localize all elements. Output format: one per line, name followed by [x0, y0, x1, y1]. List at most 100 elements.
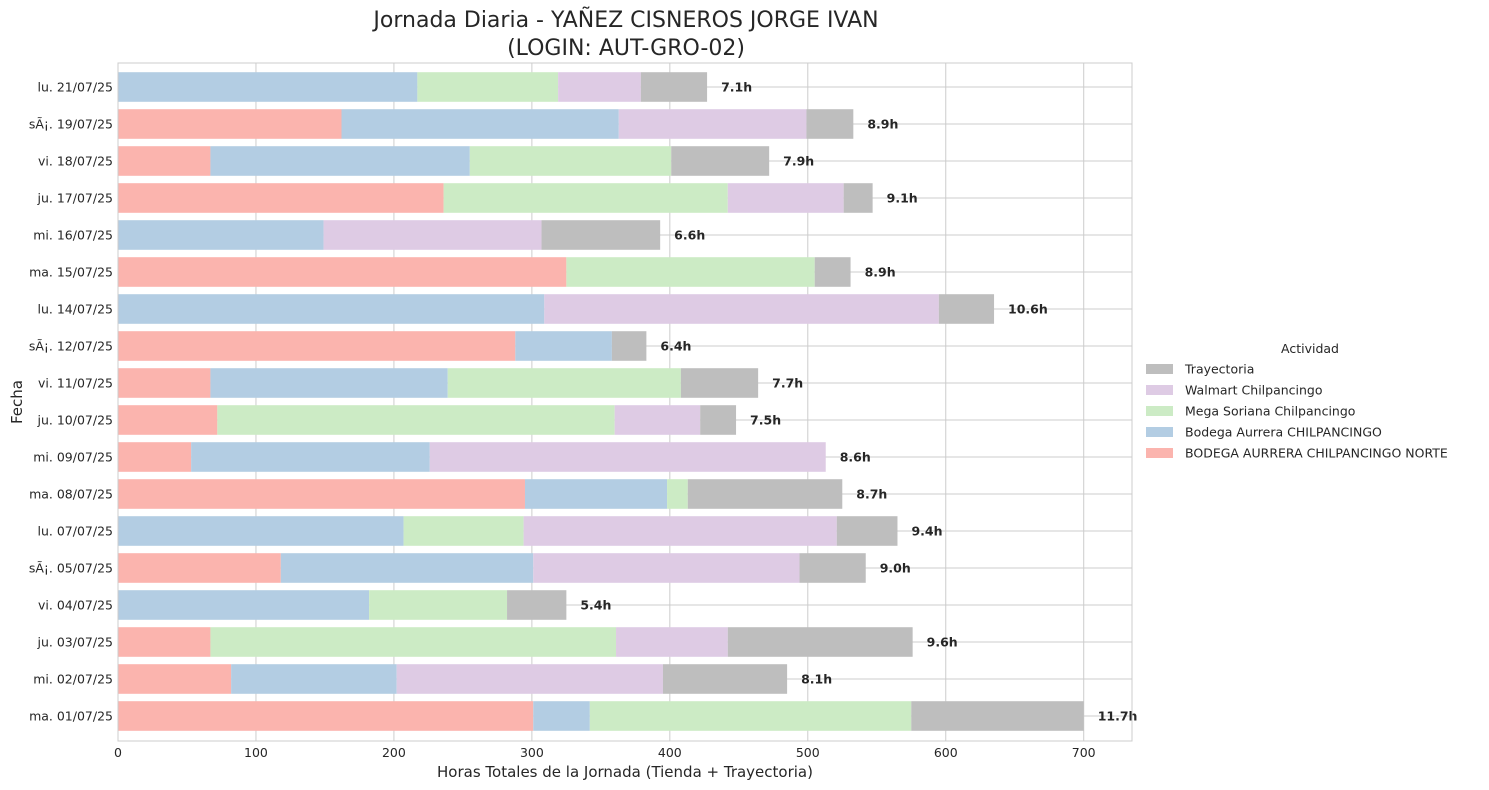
bar-segment: [727, 183, 844, 213]
bar-segment: [323, 220, 542, 250]
legend-label: Trayectoria: [1184, 362, 1254, 377]
bar-segment: [118, 146, 211, 176]
bar-segment: [558, 72, 641, 102]
bar-segment: [210, 368, 448, 398]
bar-total-label: 7.9h: [783, 154, 814, 169]
x-tick-label: 100: [244, 745, 268, 760]
bar-segment: [210, 146, 470, 176]
y-tick-label: ma. 15/07/25: [29, 265, 113, 280]
bar-segment: [118, 405, 218, 435]
y-tick-label: mi. 09/07/25: [33, 450, 113, 465]
legend-label: Walmart Chilpancingo: [1185, 383, 1323, 398]
bar-segment: [118, 553, 281, 583]
bar-segment: [566, 257, 815, 287]
bar-segment: [799, 553, 866, 583]
bar-segment: [524, 479, 668, 509]
bar-segment: [191, 442, 430, 472]
bar-total-label: 8.1h: [801, 672, 832, 687]
bar-segment: [938, 294, 995, 324]
bar-total-label: 6.4h: [660, 339, 691, 354]
legend-label: BODEGA AURRERA CHILPANCINGO NORTE: [1185, 446, 1448, 461]
legend-swatch: [1146, 406, 1173, 416]
bar-segment: [507, 590, 567, 620]
bar-segment: [369, 590, 508, 620]
bar-segment: [523, 516, 837, 546]
x-tick-label: 500: [796, 745, 820, 760]
y-tick-label: sÃ¡. 19/07/25: [29, 117, 113, 132]
bar-segment: [429, 442, 826, 472]
bar-segment: [541, 220, 661, 250]
x-axis-label: Horas Totales de la Jornada (Tienda + Tr…: [437, 763, 813, 781]
y-tick-label: ma. 08/07/25: [29, 487, 113, 502]
bar-segment: [911, 701, 1084, 731]
bar-segment: [614, 405, 701, 435]
bar-segment: [118, 479, 525, 509]
bar-segment: [403, 516, 524, 546]
bar-segment: [611, 331, 647, 361]
bar-total-label: 11.7h: [1098, 709, 1138, 724]
bar-total-label: 8.7h: [856, 487, 887, 502]
y-tick-label: ma. 01/07/25: [29, 709, 113, 724]
x-tick-label: 400: [658, 745, 682, 760]
bar-segment: [396, 664, 663, 694]
y-tick-label: lu. 07/07/25: [38, 524, 113, 539]
bar-total-label: 7.1h: [721, 80, 752, 95]
bar-segment: [616, 627, 728, 657]
bar-segment: [280, 553, 534, 583]
bar-segment: [118, 516, 404, 546]
bar-total-label: 10.6h: [1008, 302, 1048, 317]
bar-segment: [118, 627, 211, 657]
bar-total-label: 9.0h: [880, 561, 911, 576]
total-labels-group: 7.1h 8.9h 7.9h 9.1h 6.6h 8.9h 10.6h 6.4h 7.7h 7.5…: [580, 80, 1137, 724]
y-tick-label: vi. 18/07/25: [38, 154, 113, 169]
legend-label: Bodega Aurrera CHILPANCINGO: [1185, 425, 1382, 440]
bar-segment: [533, 553, 800, 583]
x-tick-label: 200: [382, 745, 406, 760]
bar-total-label: 5.4h: [580, 598, 611, 613]
x-tick-label: 300: [520, 745, 544, 760]
legend-swatch: [1146, 448, 1173, 458]
bar-segment: [118, 331, 516, 361]
legend-swatch: [1146, 385, 1173, 395]
bar-segment: [515, 331, 612, 361]
bar-segment: [341, 109, 619, 139]
bar-segment: [667, 479, 688, 509]
bar-segment: [118, 109, 342, 139]
bar-total-label: 8.9h: [867, 117, 898, 132]
x-tick-labels: 0 100 200 300 400 500 600 700: [114, 745, 1096, 760]
y-tick-label: sÃ¡. 12/07/25: [29, 339, 113, 354]
bar-segment: [618, 109, 807, 139]
y-tick-label: vi. 04/07/25: [38, 598, 113, 613]
bar-segment: [217, 405, 615, 435]
bar-segment: [589, 701, 912, 731]
bar-total-label: 8.9h: [865, 265, 896, 280]
y-tick-labels: lu. 21/07/25 sÃ¡. 19/07/25 vi. 18/07/25 ju.…: [29, 80, 113, 724]
bar-segment: [210, 627, 617, 657]
legend-label: Mega Soriana Chilpancingo: [1185, 404, 1355, 419]
bar-segment: [118, 701, 534, 731]
plot-frame: [117, 62, 1133, 742]
bar-segment: [836, 516, 898, 546]
bar-segment: [700, 405, 737, 435]
bar-segment: [118, 257, 567, 287]
bar-total-label: 7.7h: [772, 376, 803, 391]
bars-group: [118, 72, 1084, 731]
y-tick-label: mi. 02/07/25: [33, 672, 113, 687]
bar-total-label: 9.1h: [887, 191, 918, 206]
bar-segment: [447, 368, 681, 398]
bar-segment: [680, 368, 759, 398]
bar-segment: [118, 294, 545, 324]
y-tick-label: ju. 17/07/25: [37, 191, 113, 206]
bar-segment: [118, 72, 418, 102]
bar-segment: [118, 590, 370, 620]
bar-segment: [671, 146, 770, 176]
bar-total-label: 7.5h: [750, 413, 781, 428]
y-tick-label: lu. 14/07/25: [38, 302, 113, 317]
bar-segment: [118, 368, 211, 398]
bar-segment: [417, 72, 559, 102]
y-axis-label: Fecha: [8, 380, 26, 424]
chart-title-line-1: Jornada Diaria - YAÑEZ CISNEROS JORGE IV…: [371, 6, 878, 33]
legend-swatch: [1146, 427, 1173, 437]
bar-segment: [118, 220, 324, 250]
bar-segment: [443, 183, 728, 213]
